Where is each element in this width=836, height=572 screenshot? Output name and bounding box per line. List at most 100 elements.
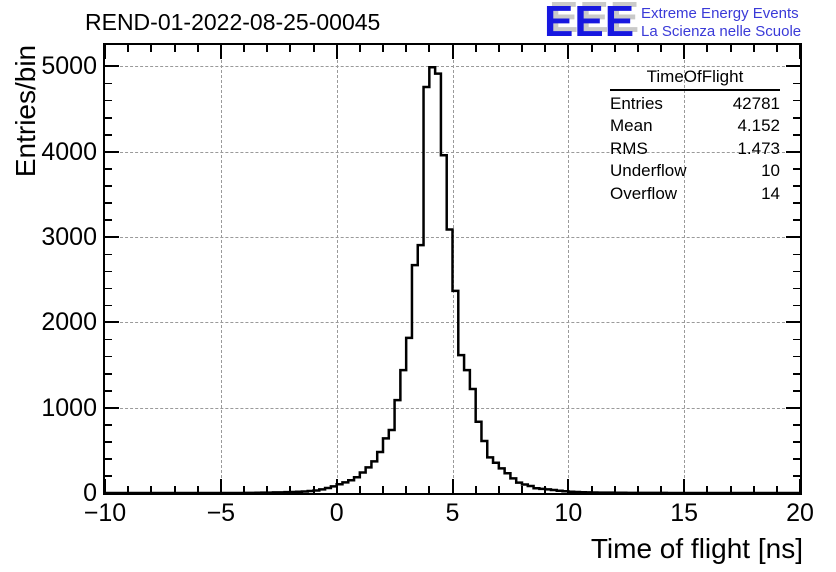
y-major-tick-right — [786, 406, 800, 409]
y-major-tick-right — [786, 65, 800, 68]
stats-rows: Entries 42781 Mean 4.152 RMS 1.473 Underflow 10… — [610, 93, 780, 205]
x-minor-tick — [729, 486, 732, 493]
x-minor-tick — [150, 486, 153, 493]
y-minor-tick — [105, 202, 112, 204]
y-minor-tick-right — [793, 99, 800, 102]
eee-logo-tagline: Extreme Energy Events La Scienza nelle Sc… — [641, 2, 801, 41]
y-minor-tick — [105, 219, 112, 221]
x-minor-tick-top — [173, 45, 176, 52]
x-minor-tick-top — [196, 45, 199, 52]
gridline-v--5 — [220, 45, 222, 493]
x-minor-tick-top — [474, 45, 477, 52]
x-minor-tick — [173, 486, 176, 493]
x-tick-label-0: 0 — [329, 499, 344, 527]
y-minor-tick-right — [793, 424, 800, 426]
stats-value: 10 — [761, 161, 780, 181]
y-minor-tick — [105, 270, 112, 273]
y-minor-tick — [105, 99, 112, 102]
x-major-tick — [683, 479, 686, 493]
x-minor-tick — [775, 486, 778, 493]
x-major-tick — [451, 479, 454, 493]
stats-value: 4.152 — [737, 116, 780, 136]
gridline-v-0 — [336, 45, 338, 493]
stats-label: Overflow — [610, 183, 678, 203]
y-minor-tick-right — [793, 338, 800, 341]
y-minor-tick — [105, 390, 112, 392]
stats-row-underflow: Underflow 10 — [610, 160, 780, 182]
stats-row-rms: RMS 1.473 — [610, 138, 780, 160]
x-minor-tick — [752, 486, 755, 493]
y-minor-tick-right — [793, 270, 800, 273]
y-major-tick-right — [786, 150, 800, 153]
stats-title: TimeOfFlight — [646, 67, 744, 86]
y-minor-tick — [105, 304, 112, 307]
y-minor-tick-right — [793, 117, 800, 119]
stats-title-rule — [610, 89, 780, 91]
y-minor-tick — [105, 424, 112, 426]
x-minor-tick-top — [289, 45, 292, 52]
y-minor-tick-right — [793, 441, 800, 443]
x-minor-tick-top — [706, 45, 709, 52]
x-minor-tick-top — [521, 45, 523, 52]
x-major-tick-top — [219, 45, 222, 59]
y-tick-label-0: 0 — [83, 479, 97, 507]
x-minor-tick-top — [243, 45, 245, 52]
y-minor-tick-right — [793, 390, 800, 392]
x-minor-tick — [706, 486, 709, 493]
x-minor-tick — [289, 486, 292, 493]
x-minor-tick-top — [544, 45, 547, 52]
eee-logo-tagline-line1: Extreme Energy Events — [641, 5, 799, 22]
y-tick-label-3000: 3000 — [41, 223, 97, 251]
x-minor-tick-top — [497, 45, 500, 52]
x-major-tick — [219, 479, 222, 493]
x-major-tick — [567, 479, 570, 493]
y-minor-tick — [105, 338, 112, 341]
stats-value: 1.473 — [737, 138, 780, 158]
x-minor-tick-top — [613, 45, 616, 52]
x-minor-tick-top — [405, 45, 408, 52]
x-axis-title: Time of flight [ns] — [590, 533, 803, 564]
y-minor-tick — [105, 82, 112, 85]
x-major-tick-top — [451, 45, 454, 59]
x-minor-tick — [544, 486, 547, 493]
y-minor-tick — [105, 168, 112, 170]
y-tick-label-4000: 4000 — [41, 137, 97, 166]
y-minor-tick — [105, 373, 112, 375]
x-minor-tick — [497, 486, 500, 493]
stats-box: TimeOfFlight Entries 42781 Mean 4.152 RMS 1.4… — [610, 66, 780, 205]
y-minor-tick-right — [793, 185, 800, 187]
y-minor-tick-right — [793, 168, 800, 170]
x-minor-tick-top — [127, 45, 130, 52]
y-major-tick — [105, 236, 119, 238]
stats-value: 14 — [761, 183, 780, 203]
x-minor-tick — [382, 486, 384, 493]
y-minor-tick-right — [793, 304, 800, 307]
x-tick-label-5: 5 — [445, 499, 460, 527]
y-minor-tick-right — [793, 134, 800, 136]
x-minor-tick — [266, 486, 269, 493]
gridline-v-15 — [684, 45, 686, 493]
x-major-tick — [799, 479, 801, 493]
y-minor-tick-right — [793, 458, 800, 460]
stats-label: RMS — [610, 138, 648, 158]
x-minor-tick-top — [312, 45, 315, 52]
y-tick-label-2000: 2000 — [41, 308, 97, 337]
x-major-tick-top — [104, 45, 106, 59]
x-major-tick-top — [567, 45, 570, 59]
x-minor-tick — [243, 486, 245, 493]
x-minor-tick — [521, 486, 523, 493]
y-minor-tick-right — [793, 475, 800, 477]
y-minor-tick — [105, 355, 112, 358]
y-tick-label-1000: 1000 — [41, 393, 97, 422]
x-minor-tick — [405, 486, 408, 493]
y-minor-tick — [105, 287, 112, 290]
stats-row-overflow: Overflow 14 — [610, 183, 780, 205]
y-minor-tick-right — [793, 287, 800, 290]
x-tick-label-−10: −10 — [83, 499, 127, 527]
y-minor-tick-right — [793, 355, 800, 358]
x-minor-tick — [613, 486, 616, 493]
y-minor-tick-right — [793, 253, 800, 256]
y-minor-tick — [105, 117, 112, 119]
x-minor-tick-top — [590, 45, 593, 52]
eee-logo-tagline-line2: La Scienza nelle Scuole — [641, 23, 802, 40]
